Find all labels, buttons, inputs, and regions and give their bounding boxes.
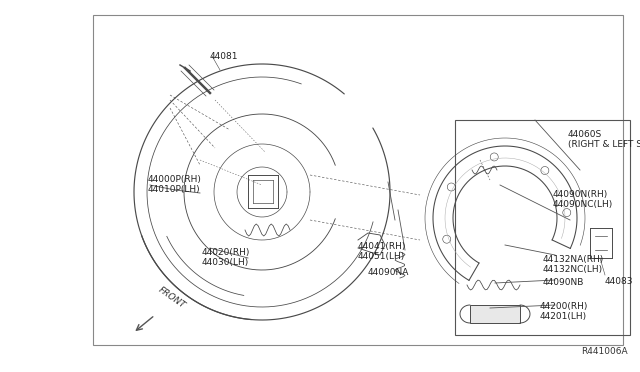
Text: R441006A: R441006A xyxy=(581,347,628,356)
Text: 44132NA(RH)
44132NC(LH): 44132NA(RH) 44132NC(LH) xyxy=(543,255,604,275)
Bar xyxy=(93,15,623,345)
Text: 44083: 44083 xyxy=(605,277,634,286)
Bar xyxy=(455,120,630,335)
Text: 44041(RH)
44051(LH): 44041(RH) 44051(LH) xyxy=(358,242,406,262)
Text: 44060S
(RIGHT & LEFT SET): 44060S (RIGHT & LEFT SET) xyxy=(568,130,640,150)
Text: 44090NA: 44090NA xyxy=(368,268,410,277)
Text: 44000P(RH)
44010P(LH): 44000P(RH) 44010P(LH) xyxy=(148,175,202,195)
Bar xyxy=(470,305,520,323)
Text: 44090NB: 44090NB xyxy=(543,278,584,287)
Text: 44020(RH)
44030(LH): 44020(RH) 44030(LH) xyxy=(202,248,250,267)
Text: 44090N(RH)
44090NC(LH): 44090N(RH) 44090NC(LH) xyxy=(553,190,613,209)
Text: 44200(RH)
44201(LH): 44200(RH) 44201(LH) xyxy=(540,302,588,321)
Text: 44081: 44081 xyxy=(210,52,239,61)
Text: FRONT: FRONT xyxy=(157,285,188,310)
